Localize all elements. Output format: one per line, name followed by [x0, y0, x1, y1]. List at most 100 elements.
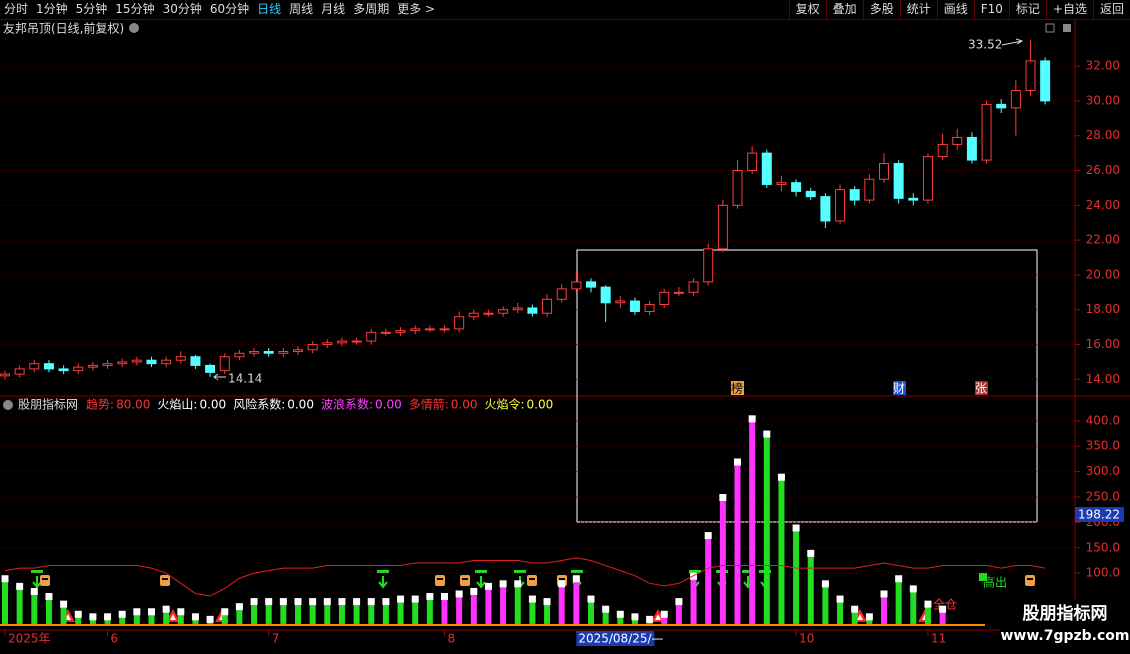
- toolbar-button[interactable]: +自选: [1045, 0, 1093, 19]
- menu-icon[interactable]: [3, 400, 13, 410]
- candle-body: [747, 152, 758, 172]
- bar-cap: [734, 458, 741, 466]
- toolbar-button[interactable]: 多股: [862, 0, 900, 19]
- bar-cap: [895, 575, 903, 583]
- toolbar-button[interactable]: 周线: [289, 2, 314, 16]
- candle-body: [864, 178, 875, 201]
- plot: 14.00 16.00 18.00 20.00 22.00 24.00 26.00 28.00…: [0, 39, 1120, 646]
- toolbar-button[interactable]: 60分钟: [209, 2, 250, 16]
- toolbar-button[interactable]: F10: [973, 0, 1009, 19]
- candle-body: [879, 163, 889, 180]
- toolbar-button[interactable]: 日线: [257, 2, 282, 16]
- toolbar-button[interactable]: 5分钟: [75, 2, 108, 16]
- bar: [778, 476, 785, 624]
- candle-body: [673, 291, 684, 294]
- bar-cap: [104, 613, 112, 621]
- candle-body: [278, 350, 289, 354]
- marker[interactable]: 榜: [731, 381, 743, 396]
- bar: [16, 585, 23, 624]
- bar: [939, 608, 946, 624]
- y-tick-label: 28.00: [1086, 128, 1120, 142]
- x-tick-label: 7: [272, 632, 280, 646]
- toolbar-button[interactable]: 叠加: [825, 0, 863, 19]
- toolbar-button[interactable]: 返回: [1092, 0, 1130, 19]
- y-tick-label: 18.00: [1086, 302, 1120, 316]
- bar-cap: [338, 598, 346, 606]
- candle-body: [454, 316, 465, 330]
- bar: [221, 611, 228, 624]
- toolbar-button[interactable]: 1分钟: [36, 2, 68, 16]
- candle-body: [351, 340, 362, 343]
- y-tick-label: 14.00: [1086, 372, 1120, 386]
- bar: [705, 535, 712, 624]
- annotation: 高出: [983, 575, 1007, 590]
- bar-cap: [426, 593, 434, 601]
- bar: [529, 598, 536, 624]
- candle-body: [263, 350, 274, 354]
- candle-body: [644, 304, 655, 312]
- toolbar-button[interactable]: 标记: [1008, 0, 1046, 19]
- candle-body: [29, 363, 40, 370]
- bar: [573, 578, 580, 624]
- bar-cap: [587, 595, 595, 603]
- y-tick-label: 26.00: [1086, 163, 1120, 177]
- cursor-date: 2025/08/25/—: [578, 632, 663, 646]
- window-icon[interactable]: [1045, 23, 1055, 33]
- bar-cap: [792, 524, 800, 532]
- bar-cap: [279, 598, 287, 606]
- candle-body: [205, 364, 216, 373]
- candle-body: [732, 170, 743, 206]
- y-tick-label: 24.00: [1086, 198, 1120, 212]
- menu-icon[interactable]: [129, 23, 139, 33]
- toolbar: 分时 1分钟 5分钟 15分钟 30分钟 60分钟 日线 周线 月线 多周期 更多 > 复权 叠加 多股统…: [0, 0, 1130, 20]
- toolbar-button[interactable]: 月线: [321, 2, 346, 16]
- bar-cap: [704, 532, 712, 540]
- x-tick-label: 11: [931, 632, 946, 646]
- bar: [661, 613, 668, 624]
- toolbar-button[interactable]: 更多 >: [397, 2, 436, 16]
- window-icon[interactable]: [1063, 24, 1071, 32]
- bar-cap: [763, 430, 771, 438]
- chart-title: 友邦吊顶(日线,前复权): [3, 21, 124, 36]
- bar: [45, 596, 52, 624]
- bar: [514, 583, 521, 624]
- toolbar-button[interactable]: 多周期: [353, 2, 390, 16]
- toolbar-button[interactable]: 30分钟: [162, 2, 202, 16]
- candle-body: [0, 373, 10, 377]
- toolbar-button[interactable]: 15分钟: [115, 2, 155, 16]
- y-tick-label: 100.0: [1086, 566, 1120, 580]
- bar: [75, 613, 82, 624]
- toolbar-button[interactable]: 画线: [936, 0, 974, 19]
- candle-body: [410, 328, 421, 332]
- marker-box[interactable]: [975, 381, 988, 395]
- bar: [382, 601, 389, 624]
- candle-body: [131, 359, 142, 363]
- candle-body: [937, 143, 948, 158]
- bar-cap: [807, 549, 815, 557]
- icon-signal: [160, 575, 170, 586]
- candle-body: [498, 309, 509, 314]
- bar-cap: [821, 580, 829, 588]
- toolbar-button[interactable]: 分时: [4, 2, 29, 16]
- candle-body: [322, 342, 333, 346]
- toolbar-button[interactable]: 复权: [788, 0, 826, 19]
- bar-cap: [924, 600, 932, 608]
- candle-body: [952, 136, 963, 145]
- bar-cap: [851, 605, 859, 613]
- bar-cap: [16, 582, 24, 590]
- marker[interactable]: 张: [975, 382, 987, 396]
- bar-cap: [660, 610, 668, 618]
- bar: [807, 552, 814, 624]
- bar-cap: [191, 613, 199, 621]
- cursor-date-box: [576, 631, 655, 646]
- marker[interactable]: 财: [893, 382, 905, 396]
- candle-body: [175, 356, 186, 361]
- candle-body: [791, 182, 802, 192]
- candle-body: [73, 366, 84, 372]
- bar-cap: [631, 613, 639, 621]
- marker-box[interactable]: [731, 381, 744, 395]
- candle-body: [966, 136, 977, 161]
- bar-cap: [646, 615, 654, 623]
- toolbar-button[interactable]: 统计: [899, 0, 937, 19]
- marker-box[interactable]: [893, 381, 906, 395]
